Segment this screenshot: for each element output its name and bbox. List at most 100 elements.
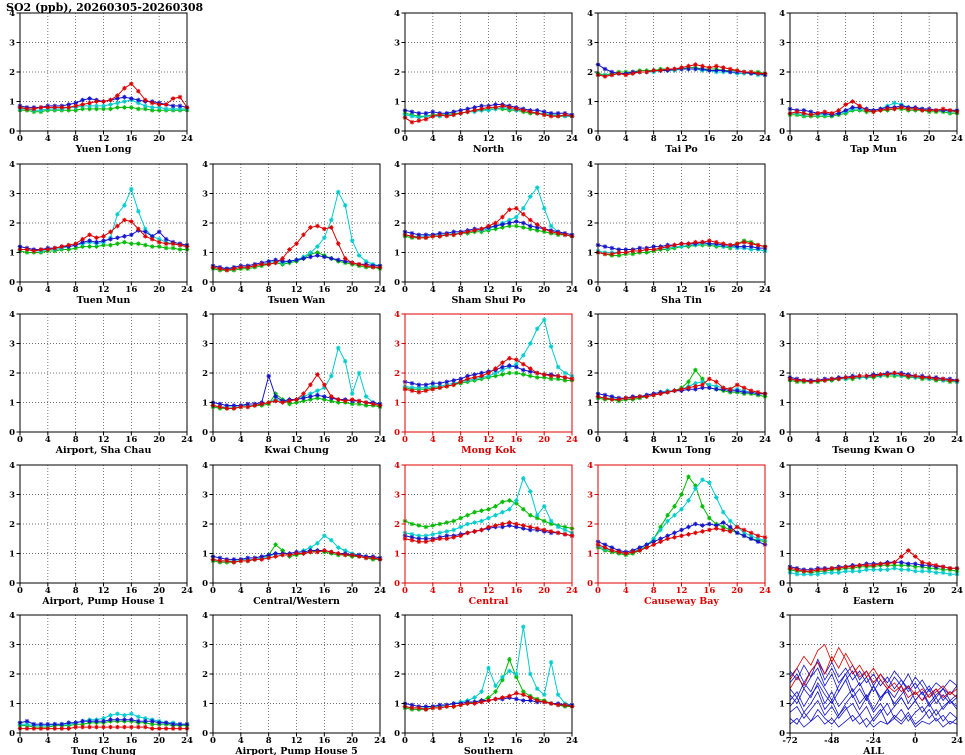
y-tick-label: 2 (9, 520, 15, 530)
y-tick-label: 4 (587, 160, 593, 170)
y-tick-label: 0 (9, 278, 15, 288)
y-tick-label: 3 (779, 641, 785, 651)
x-tick-label: 24 (566, 736, 578, 746)
x-tick-label: 8 (458, 736, 464, 746)
y-tick-label: 1 (394, 399, 400, 409)
y-tick-label: 2 (394, 670, 400, 680)
x-tick-label: 12 (868, 586, 880, 596)
y-tick-label: 2 (394, 219, 400, 229)
x-tick-label: 12 (98, 285, 110, 295)
chart-title: Tap Mun (850, 144, 897, 155)
x-tick-label: 24 (951, 736, 963, 746)
y-tick-label: 4 (202, 310, 208, 320)
x-tick-label: 16 (510, 285, 522, 295)
chart-title: Tseung Kwan O (832, 445, 914, 456)
y-tick-label: 0 (9, 428, 15, 438)
y-tick-label: 1 (9, 248, 15, 258)
y-tick-label: 3 (9, 189, 15, 199)
x-tick-label: 8 (265, 586, 271, 596)
y-tick-label: 4 (202, 160, 208, 170)
figure-title: SO2 (ppb), 20260305-20260308 (6, 1, 204, 14)
x-tick-label: 4 (45, 285, 51, 295)
y-tick-label: 4 (587, 310, 593, 320)
y-tick-label: 1 (587, 248, 593, 258)
y-tick-label: 1 (587, 549, 593, 559)
chart-title: Tuen Mun (77, 295, 131, 306)
x-tick-label: 24 (566, 435, 578, 445)
y-tick-label: 4 (9, 160, 15, 170)
y-tick-label: 3 (587, 189, 593, 199)
x-tick-label: 20 (731, 435, 743, 445)
x-tick-label: 8 (843, 586, 849, 596)
x-tick-label: 4 (237, 435, 243, 445)
x-tick-label: 20 (731, 285, 743, 295)
y-tick-label: 1 (9, 399, 15, 409)
chart-cell-eastern: 0 4 8 12 16 20 24 0 1 2 3 4 Eastern (770, 460, 963, 611)
y-tick-label: 0 (202, 579, 208, 589)
x-tick-label: 16 (703, 285, 715, 295)
y-tick-label: 4 (9, 461, 15, 471)
x-tick-label: 24 (759, 435, 771, 445)
x-tick-label: 0 (595, 435, 601, 445)
y-tick-label: 1 (394, 549, 400, 559)
x-tick-label: 12 (98, 586, 110, 596)
x-tick-label: 24 (566, 285, 578, 295)
series-red-line (789, 652, 958, 702)
x-tick-label: 12 (98, 134, 110, 144)
chart-cell-kwai-chung: 0 4 8 12 16 20 24 0 1 2 3 4 Kwai Chung (193, 309, 386, 460)
x-tick-label: 16 (125, 134, 137, 144)
x-tick-label: 24 (566, 134, 578, 144)
x-tick-label: 16 (510, 435, 522, 445)
x-tick-label: 0 (402, 134, 408, 144)
y-tick-label: 1 (587, 98, 593, 108)
x-tick-label: 20 (538, 285, 550, 295)
y-tick-label: 2 (394, 520, 400, 530)
y-tick-label: 4 (202, 461, 208, 471)
series-red-line (789, 643, 958, 699)
chart-title: Yuen Long (75, 144, 132, 155)
x-tick-label: 24 (374, 586, 386, 596)
x-tick-label: 4 (430, 736, 436, 746)
y-tick-label: 4 (394, 310, 400, 320)
x-tick-label: 8 (73, 134, 79, 144)
series-blue-line (789, 714, 958, 728)
series-blue-line (789, 699, 958, 722)
x-tick-label: 8 (458, 435, 464, 445)
chart-cell-sham-shui-po: 0 4 8 12 16 20 24 0 1 2 3 4 Sham Shui Po (385, 159, 578, 310)
x-tick-label: 20 (153, 586, 165, 596)
x-tick-label: 12 (868, 435, 880, 445)
y-tick-label: 3 (9, 340, 15, 350)
chart-title: Airport, Pump House 5 (234, 746, 358, 755)
y-tick-label: 2 (587, 520, 593, 530)
x-tick-label: 8 (458, 285, 464, 295)
chart-title: ALL (862, 746, 884, 755)
x-tick-label: 0 (595, 586, 601, 596)
y-tick-label: 2 (9, 369, 15, 379)
x-tick-label: 0 (210, 736, 216, 746)
x-tick-label: 24 (951, 586, 963, 596)
y-tick-label: 2 (587, 369, 593, 379)
x-tick-label: 4 (815, 134, 821, 144)
x-tick-label: 8 (843, 435, 849, 445)
x-tick-label: 0 (402, 435, 408, 445)
chart-cell-yuen-long: 0 4 8 12 16 20 24 0 1 2 3 4 Yuen Long (0, 8, 193, 159)
y-tick-label: 2 (202, 670, 208, 680)
y-tick-label: 1 (9, 98, 15, 108)
y-tick-label: 2 (587, 68, 593, 78)
y-tick-label: 3 (587, 340, 593, 350)
x-tick-label: 0 (787, 435, 793, 445)
x-tick-label: 20 (346, 586, 358, 596)
chart-cell-causeway-bay: 0 4 8 12 16 20 24 0 1 2 3 4 Causeway Bay (578, 460, 771, 611)
y-tick-label: 1 (779, 700, 785, 710)
x-tick-label: 0 (787, 586, 793, 596)
x-tick-label: 0 (17, 134, 23, 144)
x-tick-label: 4 (237, 586, 243, 596)
series-blue-line (789, 658, 958, 699)
